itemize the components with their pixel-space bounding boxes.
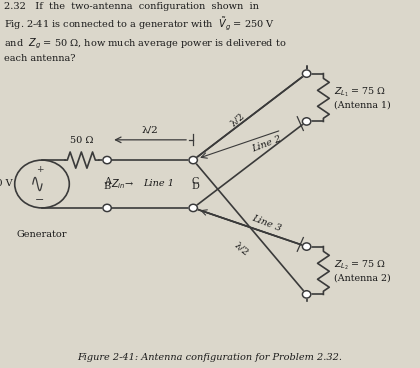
Text: Line 3: Line 3 [251,214,283,233]
Text: +: + [36,164,44,174]
Text: $Z_{in}$→: $Z_{in}$→ [111,177,134,191]
Circle shape [103,204,111,212]
Text: $Z_{L_2}$ = 75 Ω
(Antenna 2): $Z_{L_2}$ = 75 Ω (Antenna 2) [334,258,391,283]
Text: Line 2: Line 2 [251,135,283,154]
Text: Generator: Generator [17,230,67,239]
Circle shape [103,156,111,164]
Text: B: B [103,183,111,191]
Text: 2.32   If  the  two-antenna  configuration  shown  in
Fig. 2-41 is connected to : 2.32 If the two-antenna configuration sh… [4,2,287,63]
Text: −: − [35,195,45,205]
Circle shape [302,291,311,298]
Text: λ/2: λ/2 [228,111,246,128]
Text: A: A [104,177,110,185]
Text: λ/2: λ/2 [233,240,250,257]
Circle shape [302,70,311,77]
Text: $Z_{L_1}$ = 75 Ω
(Antenna 1): $Z_{L_1}$ = 75 Ω (Antenna 1) [334,85,391,110]
Circle shape [189,156,197,164]
Text: C: C [192,177,199,185]
Circle shape [302,243,311,250]
Circle shape [189,204,197,212]
Bar [237,177,271,191]
Text: Line 1: Line 1 [143,180,174,188]
Text: D: D [192,183,199,191]
Text: 250 V: 250 V [0,180,13,188]
Text: λ/2: λ/2 [142,125,158,134]
Text: 50 Ω: 50 Ω [70,137,94,145]
Circle shape [302,118,311,125]
Text: Figure 2-41: Antenna configuration for Problem 2.32.: Figure 2-41: Antenna configuration for P… [78,354,342,362]
